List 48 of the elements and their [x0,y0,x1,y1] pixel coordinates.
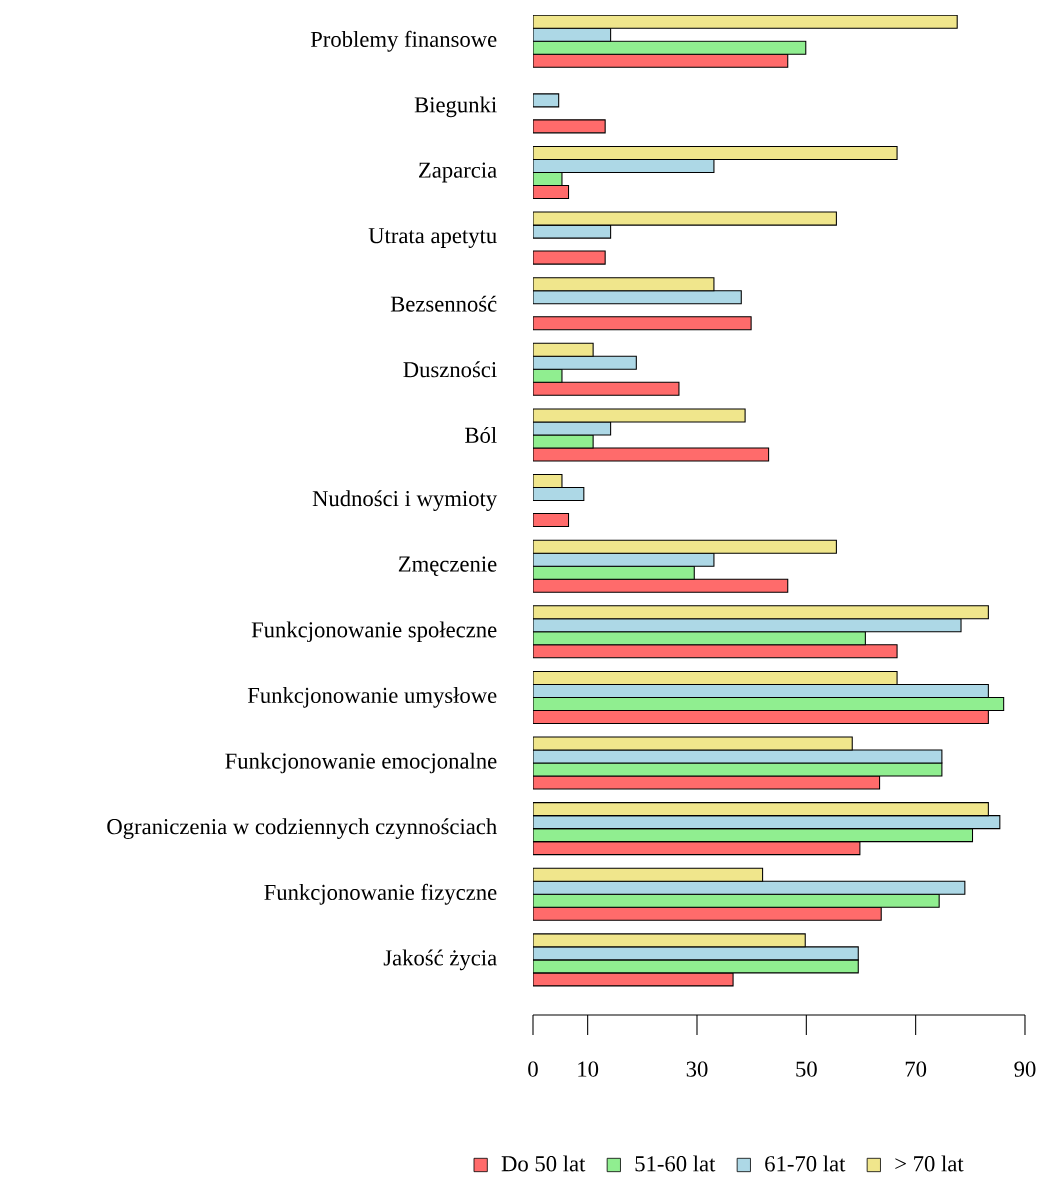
bar [533,696,1005,711]
bar [533,828,974,843]
bar [533,53,789,68]
bar [533,683,989,698]
bar [533,40,807,55]
y-tick-label: Nudności i wymioty [312,490,498,511]
bar [533,552,715,567]
bar [533,316,752,331]
y-tick-label: Ból [465,426,497,443]
bar [533,565,695,580]
bar [533,709,989,724]
bar [533,815,1001,830]
y-tick-label: Funkcjonowanie społeczne [251,621,497,643]
bar [533,631,866,646]
x-tick-label: 30 [686,1061,708,1077]
bar [533,880,966,895]
y-tick-label: Bezsenność [390,295,497,312]
x-tick-label: 10 [578,1061,599,1077]
y-tick-label: Jakość życia [383,949,497,971]
bar [533,578,789,593]
bar [533,618,962,633]
x-tick-label: 90 [1014,1061,1036,1077]
legend-label: Do 50 lat [501,1155,586,1172]
bar [533,158,715,174]
bar [533,355,637,370]
bar [533,27,612,42]
y-tick-label: Zmęczenie [398,556,497,576]
legend-label: > 70 lat [895,1155,964,1172]
y-tick-label: Problemy finansowe [310,30,497,52]
legend-label: 61-70 lat [765,1155,846,1172]
y-tick-label: Ograniczenia w codziennych czynnościach [107,818,497,839]
bar [533,841,861,856]
bar [533,644,898,659]
legend-label: 51-60 lat [635,1155,716,1172]
y-tick-label: Funkcjonowanie umysłowe [247,687,497,708]
y-tick-label: Utrata apetytu [368,228,497,248]
x-tick-label: 0 [528,1061,538,1077]
y-tick-label: Funkcjonowanie emocjonalne [225,752,497,774]
bar [533,290,742,305]
y-tick-label: Biegunki [414,96,497,118]
bar [533,893,940,908]
bar [533,906,882,921]
y-tick-label: Funkcjonowanie fizyczne [264,883,497,905]
y-tick-label: Zaparcia [419,162,497,183]
bar [533,381,680,396]
y-tick-label: Duszności [403,361,497,378]
x-tick-label: 70 [905,1061,927,1077]
x-tick-label: 50 [796,1061,817,1077]
